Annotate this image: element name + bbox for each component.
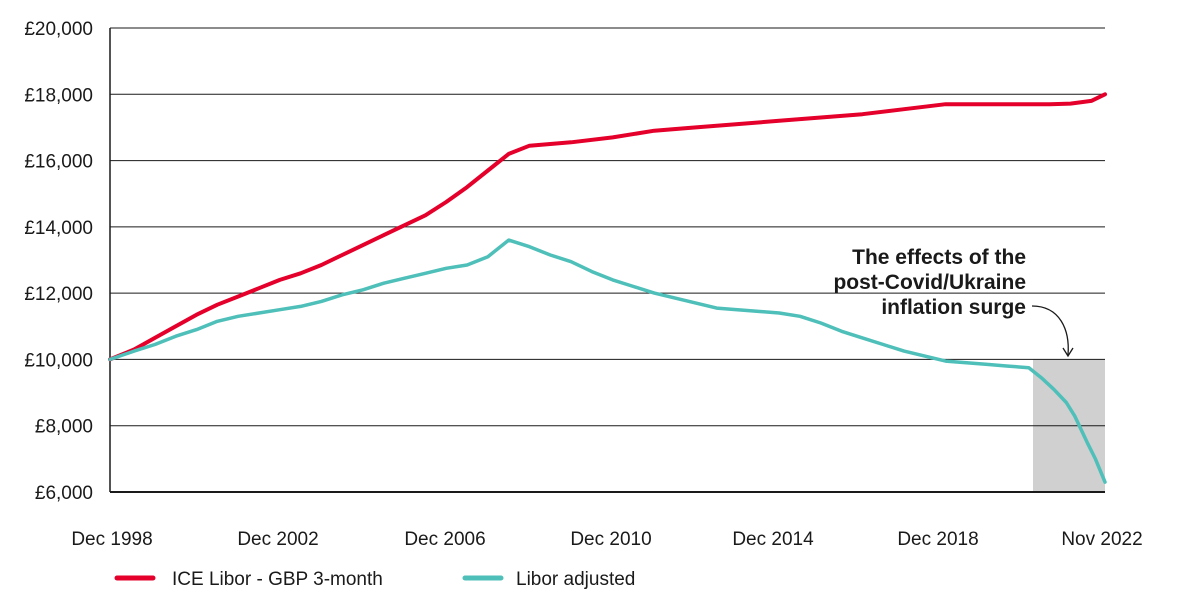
annotation-arrow	[1031, 305, 1069, 356]
legend-label-adjusted: Libor adjusted	[516, 569, 635, 590]
annotation-line-3: inflation surge	[881, 296, 1026, 319]
x-tick-label: Dec 2014	[732, 529, 814, 550]
series-line-libor	[108, 92, 1107, 362]
x-tick-label: Dec 2002	[237, 529, 318, 550]
annotation-line-2: post-Covid/Ukraine	[833, 271, 1026, 294]
x-tick-label: Dec 2006	[404, 529, 485, 550]
annotation-line-1: The effects of the	[852, 246, 1026, 269]
y-tick-label: £18,000	[24, 85, 93, 106]
x-tick-label: Dec 1998	[71, 529, 152, 550]
legend-label-libor: ICE Libor - GBP 3-month	[172, 569, 383, 590]
y-tick-label: £12,000	[24, 284, 93, 305]
series-line-adjusted	[108, 238, 1107, 484]
y-tick-label: £14,000	[24, 218, 93, 239]
y-tick-label: £8,000	[35, 417, 93, 438]
x-tick-label: Dec 2018	[897, 529, 978, 550]
x-tick-label: Dec 2010	[570, 529, 651, 550]
x-tick-label: Nov 2022	[1061, 529, 1142, 550]
y-tick-label: £6,000	[35, 483, 93, 504]
annotation-arrowhead	[1062, 347, 1074, 358]
y-tick-label: £10,000	[24, 350, 93, 371]
y-tick-label: £16,000	[24, 152, 93, 173]
y-tick-label: £20,000	[24, 19, 93, 40]
